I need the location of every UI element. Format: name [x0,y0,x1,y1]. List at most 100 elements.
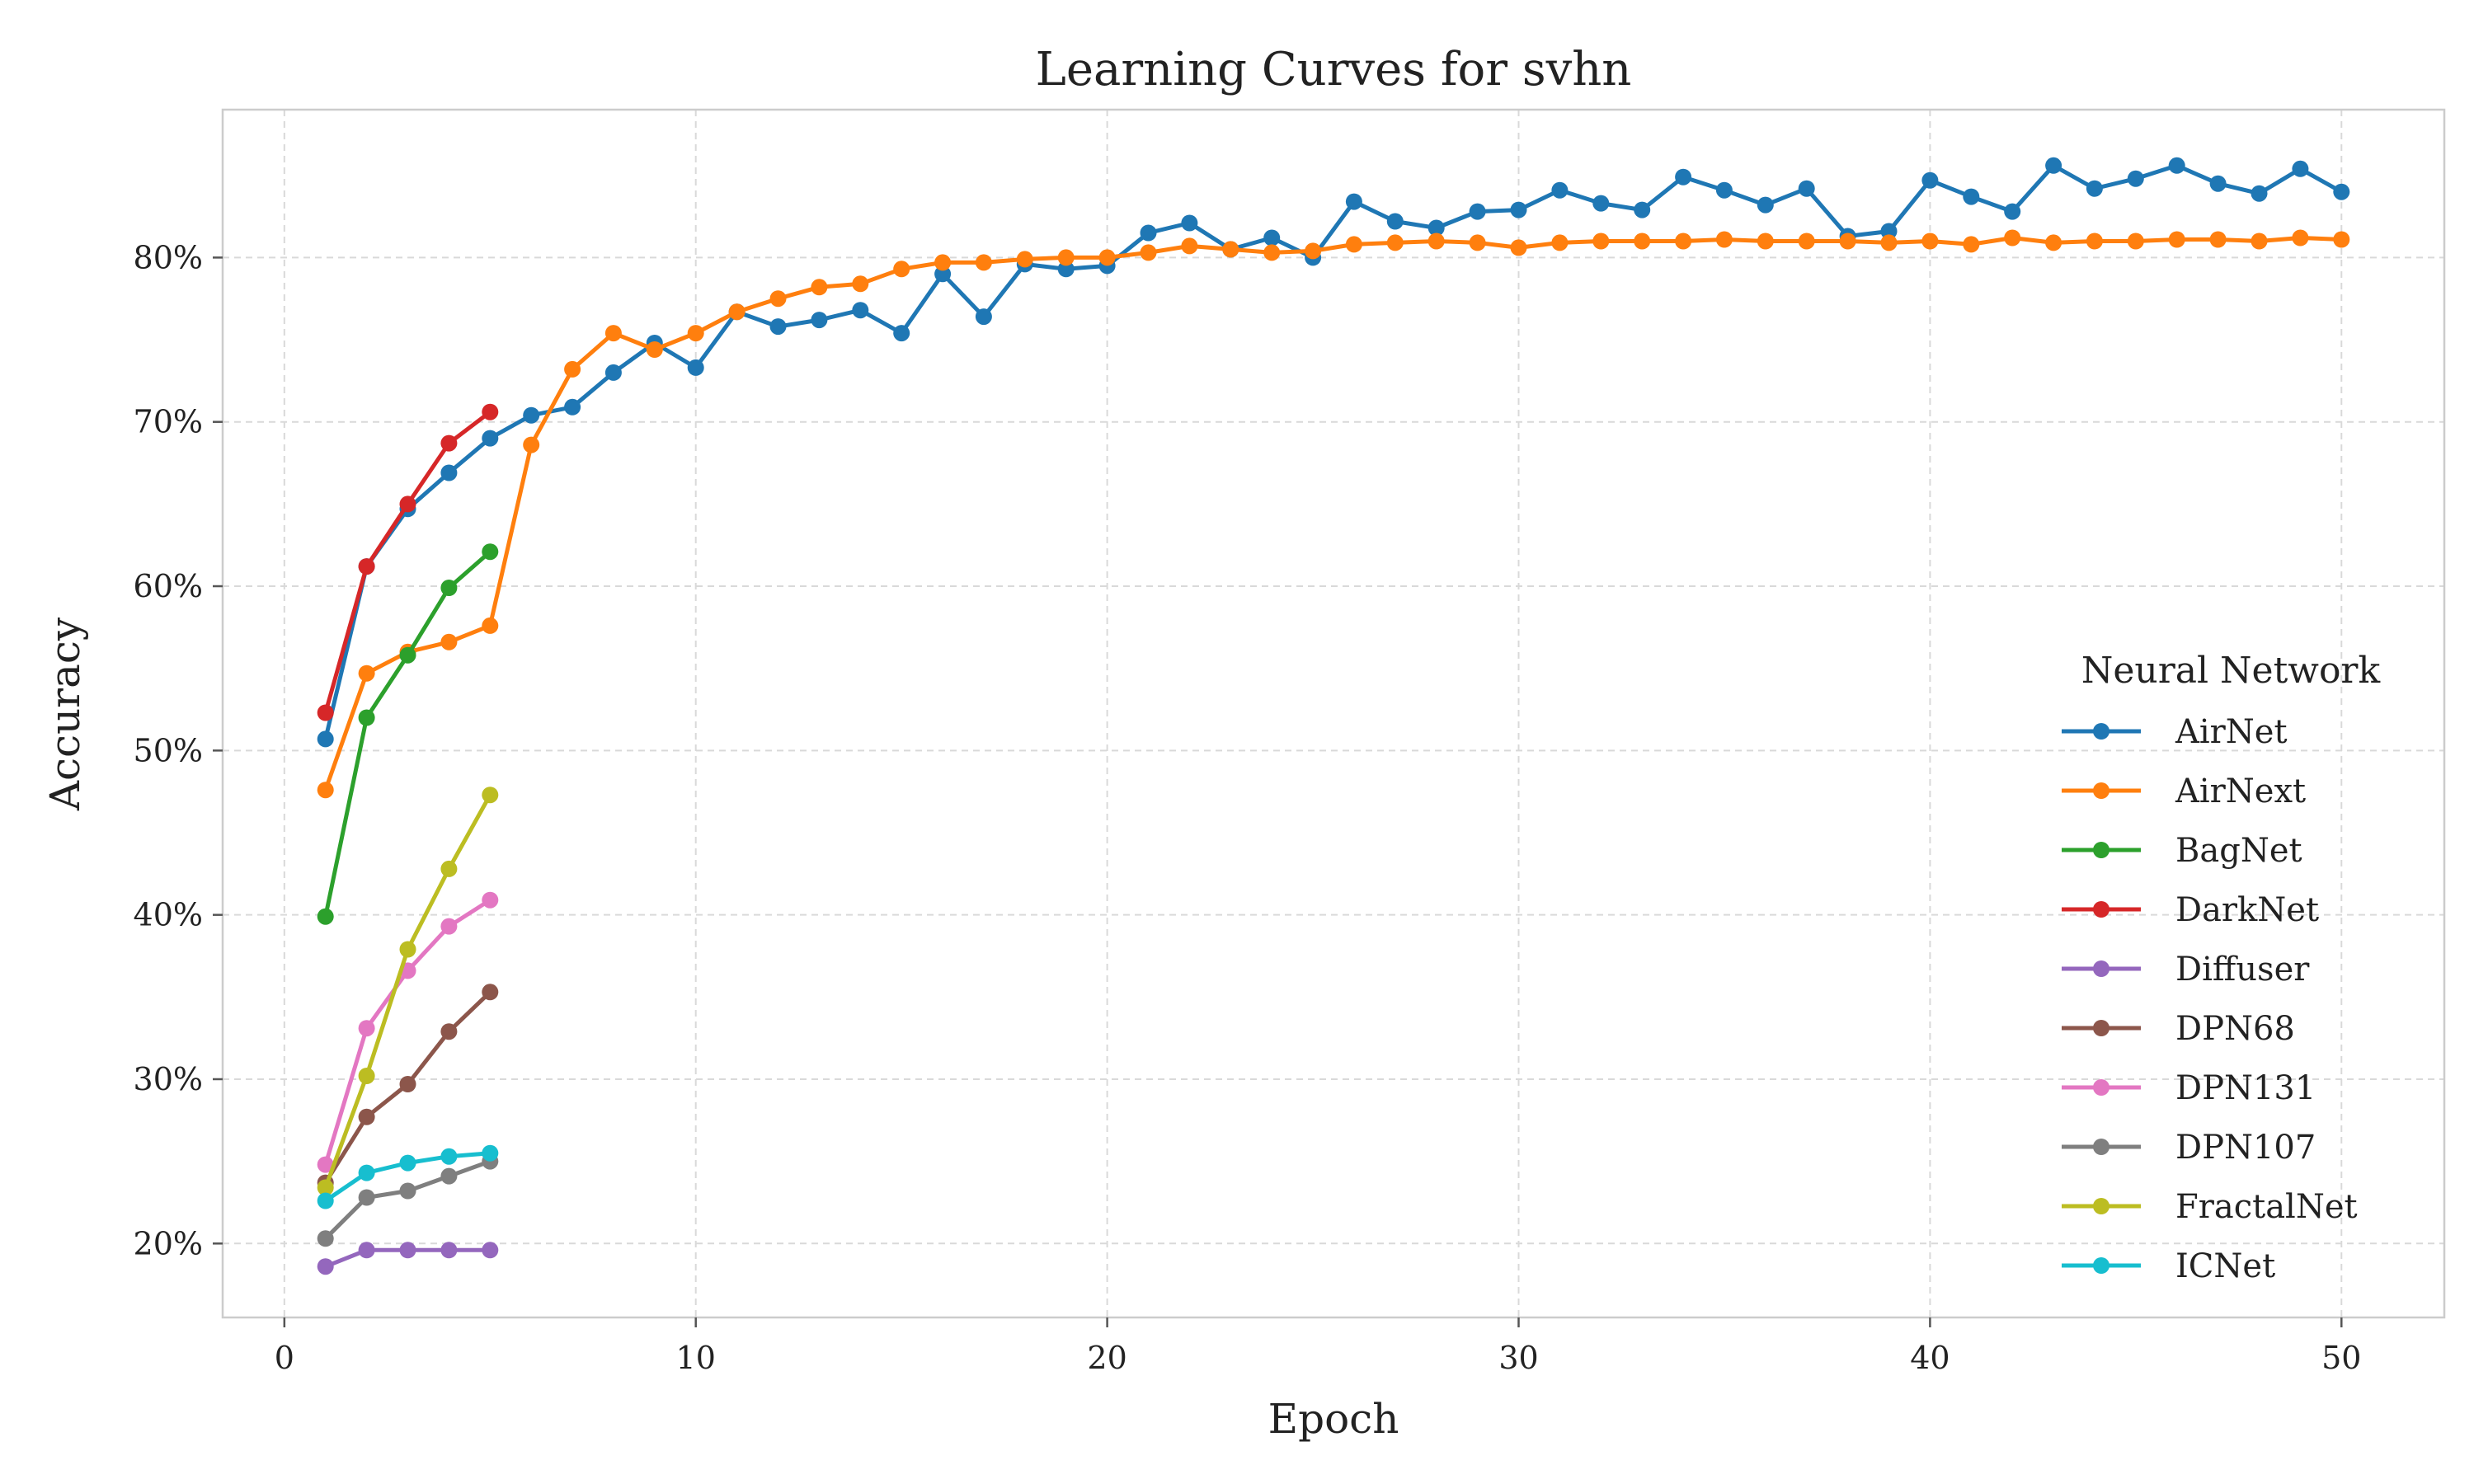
x-tick-label: 20 [1087,1340,1126,1376]
series-dpn131 [317,891,499,1173]
data-point [1263,244,1281,261]
legend-item: AirNext [2062,773,2306,810]
data-point [399,1242,416,1259]
data-point [358,1189,375,1206]
data-point [1880,223,1898,240]
data-point [1634,232,1651,250]
data-point [358,1164,375,1181]
data-point [852,275,869,293]
data-point [1345,236,1362,253]
legend-label: AirNext [2175,773,2306,810]
y-tick-label: 30% [134,1061,203,1097]
legend-item: Diffuser [2062,951,2310,989]
data-point [482,1242,499,1259]
data-point [1675,168,1692,186]
data-point [440,633,458,650]
data-point [523,436,540,453]
data-point [769,290,787,308]
data-point [1469,234,1486,251]
x-tick-label: 30 [1498,1340,1538,1376]
data-point [1098,249,1116,266]
data-point [1057,249,1075,266]
legend-label: DarkNet [2175,891,2319,929]
legend-label: Diffuser [2175,951,2310,989]
legend-label: AirNet [2175,713,2288,751]
data-point [1427,232,1445,250]
data-point [975,308,992,326]
grid [223,110,2444,1317]
data-point [1345,193,1362,210]
data-point [1715,181,1733,199]
data-point [1140,244,1157,261]
data-point [482,787,499,804]
legend-swatch-marker [2093,901,2109,918]
data-point [1386,213,1404,230]
data-point [358,709,375,726]
data-point [358,558,375,575]
series-bagnet [317,543,499,925]
legend-swatch-marker [2093,960,2109,977]
legend-swatch-marker [2093,1020,2109,1036]
legend-swatch-marker [2093,842,2109,858]
data-point [2086,180,2103,197]
series-icnet [317,1144,499,1209]
data-point [399,1182,416,1200]
data-point [2333,231,2350,248]
data-point [317,1258,334,1275]
data-point [523,406,540,424]
data-point [2004,229,2021,247]
data-point [358,1242,375,1259]
data-point [482,984,499,1001]
data-point [1016,251,1033,268]
data-point [317,782,334,799]
data-point [2251,185,2268,202]
data-point [440,918,458,935]
data-point [2292,160,2309,177]
series-fractalnet [317,787,499,1196]
y-axis: 20% 30% 40% 50% 60% 70% 80% [134,239,223,1261]
data-point [399,1154,416,1172]
legend-label: DPN68 [2175,1010,2295,1048]
data-point [440,1167,458,1185]
data-point [2251,232,2268,250]
legend-swatch-marker [2093,723,2109,740]
data-point [1181,237,1198,255]
data-point [317,1156,334,1173]
data-point [769,318,787,336]
data-point [317,704,334,721]
data-point [317,1230,334,1247]
data-point [1469,203,1486,220]
data-point [1263,229,1281,247]
data-point [2045,157,2062,174]
data-point [440,860,458,877]
data-point [2004,203,2021,220]
legend: Neural Network AirNet AirNext BagNet DarkNe… [2062,650,2380,1285]
legend-label: BagNet [2175,832,2302,870]
data-point [358,1020,375,1037]
data-point [1551,181,1569,199]
data-point [2168,231,2185,248]
legend-label: DPN131 [2175,1069,2316,1107]
x-axis-label: Epoch [1268,1395,1399,1443]
data-point [1510,239,1527,256]
legend-item: DPN68 [2062,1010,2295,1048]
data-point [1592,232,1610,250]
y-tick-label: 70% [134,404,203,440]
x-tick-label: 40 [1910,1340,1950,1376]
chart-title: Learning Curves for svhn [1036,43,1632,96]
data-point [1798,232,1815,250]
data-point [893,325,910,342]
legend-swatch-marker [2093,1257,2109,1274]
data-point [687,325,704,342]
data-point [2168,157,2185,174]
x-tick-label: 0 [275,1340,294,1376]
data-point [1921,171,1939,189]
data-point [564,360,581,378]
data-point [2292,229,2309,247]
data-point [358,1068,375,1084]
data-point [1963,188,1980,205]
data-point [482,403,499,420]
data-point [1757,196,1774,214]
data-point [358,1108,375,1125]
